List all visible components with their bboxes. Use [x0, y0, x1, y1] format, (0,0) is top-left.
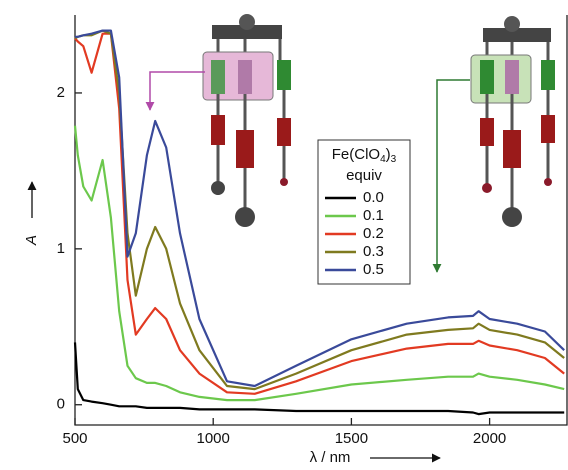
molecule-left	[145, 14, 291, 227]
y-tick-label: 0	[57, 396, 65, 413]
x-tick-label: 1500	[335, 430, 368, 447]
legend-title-part: Fe(ClO	[332, 146, 380, 163]
molecule-right	[432, 16, 555, 273]
legend-label: 0.0	[363, 189, 384, 206]
series-line	[73, 342, 565, 416]
legend-subtitle: equiv	[346, 167, 382, 184]
legend-label: 0.5	[363, 261, 384, 278]
x-tick-label: 2000	[473, 430, 506, 447]
legend-title-sub: 3	[391, 154, 397, 165]
axis-frame	[74, 15, 568, 426]
y-tick-label: 2	[57, 84, 65, 101]
x-axis-label: λ / nm	[310, 449, 351, 466]
legend: 0.00.10.20.30.5	[325, 189, 384, 278]
series-line	[75, 29, 565, 388]
series-line	[73, 125, 565, 402]
legend-label: 0.1	[363, 207, 384, 224]
legend-label: 0.3	[363, 243, 384, 260]
legend-label: 0.2	[363, 225, 384, 242]
plot-area: 500 1000 1500 2000 0 1 2	[57, 15, 568, 447]
y-tick-label: 1	[57, 240, 65, 257]
x-tick-label: 1000	[197, 430, 230, 447]
legend-title-part: )	[386, 146, 391, 163]
legend-title: Fe(ClO4)3	[332, 146, 397, 165]
series-line	[74, 32, 565, 395]
legend-box	[317, 139, 411, 285]
x-tick-label: 500	[62, 430, 87, 447]
legend-title-sub: 4	[380, 154, 386, 165]
y-axis-label: A	[23, 235, 40, 246]
